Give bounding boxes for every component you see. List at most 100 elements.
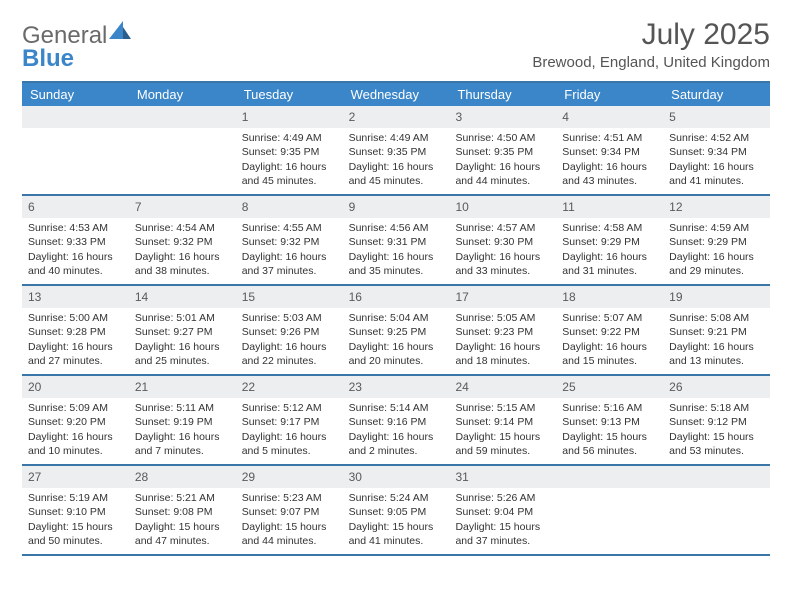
cell-body: Sunrise: 5:07 AMSunset: 9:22 PMDaylight:… <box>556 308 663 374</box>
daylight-line1: Daylight: 16 hours <box>135 250 230 264</box>
daylight-line1: Daylight: 15 hours <box>242 520 337 534</box>
cell-body: Sunrise: 4:58 AMSunset: 9:29 PMDaylight:… <box>556 218 663 284</box>
day-number: 1 <box>236 106 343 128</box>
calendar-cell: 14Sunrise: 5:01 AMSunset: 9:27 PMDayligh… <box>129 286 236 374</box>
cell-body: Sunrise: 5:18 AMSunset: 9:12 PMDaylight:… <box>663 398 770 464</box>
calendar-cell: 26Sunrise: 5:18 AMSunset: 9:12 PMDayligh… <box>663 376 770 464</box>
daylight-line1: Daylight: 16 hours <box>349 250 444 264</box>
cell-body: Sunrise: 4:54 AMSunset: 9:32 PMDaylight:… <box>129 218 236 284</box>
daylight-line1: Daylight: 16 hours <box>242 250 337 264</box>
cell-body: Sunrise: 5:26 AMSunset: 9:04 PMDaylight:… <box>449 488 556 554</box>
day-number: 10 <box>449 196 556 218</box>
day-number <box>22 106 129 128</box>
daylight-line2: and 40 minutes. <box>28 264 123 278</box>
daylight-line1: Daylight: 15 hours <box>455 430 550 444</box>
calendar-cell: 11Sunrise: 4:58 AMSunset: 9:29 PMDayligh… <box>556 196 663 284</box>
calendar-cell: 1Sunrise: 4:49 AMSunset: 9:35 PMDaylight… <box>236 106 343 194</box>
calendar-cell: 21Sunrise: 5:11 AMSunset: 9:19 PMDayligh… <box>129 376 236 464</box>
daylight-line1: Daylight: 16 hours <box>242 340 337 354</box>
daylight-line1: Daylight: 16 hours <box>562 250 657 264</box>
day-number: 5 <box>663 106 770 128</box>
day-number: 30 <box>343 466 450 488</box>
sunrise-text: Sunrise: 4:49 AM <box>242 131 337 145</box>
daylight-line2: and 29 minutes. <box>669 264 764 278</box>
sunset-text: Sunset: 9:35 PM <box>455 145 550 159</box>
daylight-line2: and 37 minutes. <box>242 264 337 278</box>
sunrise-text: Sunrise: 5:18 AM <box>669 401 764 415</box>
sunset-text: Sunset: 9:32 PM <box>135 235 230 249</box>
sunrise-text: Sunrise: 5:00 AM <box>28 311 123 325</box>
cell-body: Sunrise: 4:50 AMSunset: 9:35 PMDaylight:… <box>449 128 556 194</box>
daylight-line2: and 25 minutes. <box>135 354 230 368</box>
sunset-text: Sunset: 9:34 PM <box>669 145 764 159</box>
daylight-line2: and 45 minutes. <box>349 174 444 188</box>
day-header: Saturday <box>663 83 770 106</box>
daylight-line2: and 59 minutes. <box>455 444 550 458</box>
day-header: Sunday <box>22 83 129 106</box>
daylight-line1: Daylight: 15 hours <box>349 520 444 534</box>
day-number: 7 <box>129 196 236 218</box>
cell-body: Sunrise: 4:55 AMSunset: 9:32 PMDaylight:… <box>236 218 343 284</box>
day-number: 21 <box>129 376 236 398</box>
calendar-cell: 19Sunrise: 5:08 AMSunset: 9:21 PMDayligh… <box>663 286 770 374</box>
sunrise-text: Sunrise: 4:56 AM <box>349 221 444 235</box>
daylight-line1: Daylight: 16 hours <box>562 340 657 354</box>
daylight-line1: Daylight: 15 hours <box>135 520 230 534</box>
calendar-cell: 28Sunrise: 5:21 AMSunset: 9:08 PMDayligh… <box>129 466 236 554</box>
daylight-line1: Daylight: 16 hours <box>28 340 123 354</box>
sunset-text: Sunset: 9:30 PM <box>455 235 550 249</box>
sunrise-text: Sunrise: 4:57 AM <box>455 221 550 235</box>
calendar-cell: 29Sunrise: 5:23 AMSunset: 9:07 PMDayligh… <box>236 466 343 554</box>
calendar-cell: 16Sunrise: 5:04 AMSunset: 9:25 PMDayligh… <box>343 286 450 374</box>
daylight-line2: and 44 minutes. <box>455 174 550 188</box>
cell-body: Sunrise: 5:11 AMSunset: 9:19 PMDaylight:… <box>129 398 236 464</box>
cell-body: Sunrise: 4:49 AMSunset: 9:35 PMDaylight:… <box>236 128 343 194</box>
sunset-text: Sunset: 9:29 PM <box>669 235 764 249</box>
daylight-line2: and 22 minutes. <box>242 354 337 368</box>
day-number: 18 <box>556 286 663 308</box>
week-row: 27Sunrise: 5:19 AMSunset: 9:10 PMDayligh… <box>22 466 770 556</box>
sunrise-text: Sunrise: 4:51 AM <box>562 131 657 145</box>
cell-body: Sunrise: 5:12 AMSunset: 9:17 PMDaylight:… <box>236 398 343 464</box>
sunrise-text: Sunrise: 5:11 AM <box>135 401 230 415</box>
cell-body: Sunrise: 5:16 AMSunset: 9:13 PMDaylight:… <box>556 398 663 464</box>
sunrise-text: Sunrise: 5:15 AM <box>455 401 550 415</box>
day-number: 29 <box>236 466 343 488</box>
calendar: SundayMondayTuesdayWednesdayThursdayFrid… <box>22 81 770 556</box>
cell-body: Sunrise: 5:03 AMSunset: 9:26 PMDaylight:… <box>236 308 343 374</box>
cell-body: Sunrise: 5:04 AMSunset: 9:25 PMDaylight:… <box>343 308 450 374</box>
day-number: 28 <box>129 466 236 488</box>
daylight-line2: and 41 minutes. <box>349 534 444 548</box>
cell-body: Sunrise: 4:59 AMSunset: 9:29 PMDaylight:… <box>663 218 770 284</box>
cell-body: Sunrise: 5:21 AMSunset: 9:08 PMDaylight:… <box>129 488 236 554</box>
calendar-cell <box>663 466 770 554</box>
daylight-line2: and 50 minutes. <box>28 534 123 548</box>
day-number: 11 <box>556 196 663 218</box>
day-number: 20 <box>22 376 129 398</box>
daylight-line2: and 35 minutes. <box>349 264 444 278</box>
week-row: 1Sunrise: 4:49 AMSunset: 9:35 PMDaylight… <box>22 106 770 196</box>
daylight-line2: and 33 minutes. <box>455 264 550 278</box>
sunset-text: Sunset: 9:19 PM <box>135 415 230 429</box>
daylight-line2: and 47 minutes. <box>135 534 230 548</box>
week-row: 13Sunrise: 5:00 AMSunset: 9:28 PMDayligh… <box>22 286 770 376</box>
cell-body: Sunrise: 4:53 AMSunset: 9:33 PMDaylight:… <box>22 218 129 284</box>
sunset-text: Sunset: 9:12 PM <box>669 415 764 429</box>
location-text: Brewood, England, United Kingdom <box>532 54 770 71</box>
sunrise-text: Sunrise: 5:14 AM <box>349 401 444 415</box>
day-number: 16 <box>343 286 450 308</box>
calendar-cell: 5Sunrise: 4:52 AMSunset: 9:34 PMDaylight… <box>663 106 770 194</box>
day-number: 31 <box>449 466 556 488</box>
daylight-line2: and 41 minutes. <box>669 174 764 188</box>
daylight-line1: Daylight: 16 hours <box>349 160 444 174</box>
month-title: July 2025 <box>532 18 770 52</box>
cell-body: Sunrise: 5:14 AMSunset: 9:16 PMDaylight:… <box>343 398 450 464</box>
sunset-text: Sunset: 9:05 PM <box>349 505 444 519</box>
daylight-line1: Daylight: 16 hours <box>242 430 337 444</box>
calendar-cell <box>556 466 663 554</box>
day-number: 4 <box>556 106 663 128</box>
daylight-line2: and 15 minutes. <box>562 354 657 368</box>
sunrise-text: Sunrise: 5:16 AM <box>562 401 657 415</box>
calendar-cell: 9Sunrise: 4:56 AMSunset: 9:31 PMDaylight… <box>343 196 450 284</box>
sunset-text: Sunset: 9:13 PM <box>562 415 657 429</box>
